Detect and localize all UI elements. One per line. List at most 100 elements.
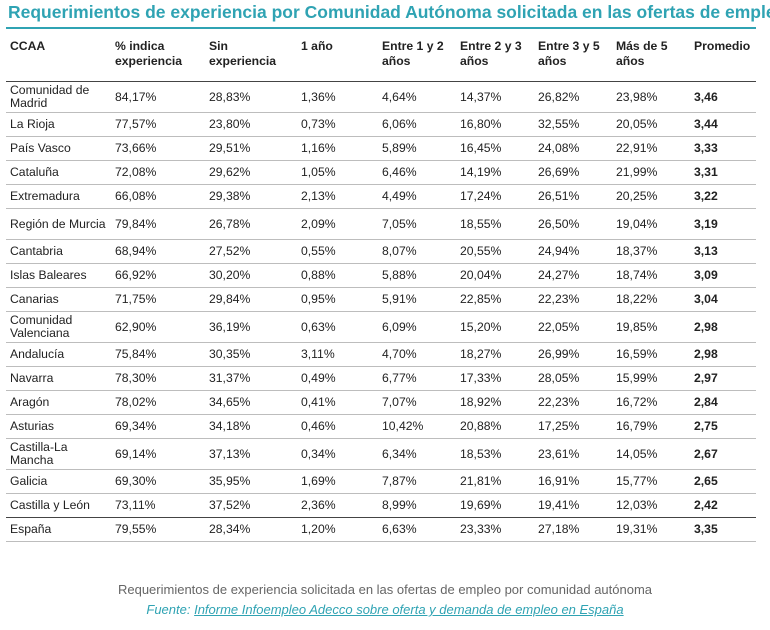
value-cell: 28,83% — [205, 81, 297, 113]
value-cell: 69,34% — [111, 414, 205, 439]
value-cell: 29,51% — [205, 136, 297, 161]
value-cell: 20,55% — [456, 239, 534, 264]
value-cell: 8,99% — [378, 493, 456, 518]
value-cell: 16,59% — [612, 342, 690, 367]
value-cell: 6,63% — [378, 517, 456, 542]
region-cell: Cataluña — [6, 160, 111, 185]
value-cell: 73,11% — [111, 493, 205, 518]
value-cell: 7,05% — [378, 208, 456, 240]
average-cell: 3,35 — [690, 517, 756, 542]
value-cell: 16,79% — [612, 414, 690, 439]
value-cell: 27,18% — [534, 517, 612, 542]
value-cell: 28,34% — [205, 517, 297, 542]
table-row: Castilla-La Mancha 69,14% 37,13% 0,34% 6,34%… — [6, 438, 756, 470]
value-cell: 5,89% — [378, 136, 456, 161]
value-cell: 29,38% — [205, 184, 297, 209]
value-cell: 18,53% — [456, 438, 534, 470]
col-header-2-3-anos: Entre 2 y 3 años — [456, 33, 534, 82]
source-link[interactable]: Informe Infoempleo Adecco sobre oferta y… — [194, 602, 624, 617]
value-cell: 78,02% — [111, 390, 205, 415]
value-cell: 21,99% — [612, 160, 690, 185]
region-cell: Aragón — [6, 390, 111, 415]
value-cell: 23,98% — [612, 81, 690, 113]
average-cell: 3,19 — [690, 208, 756, 240]
table-body: Comunidad de Madrid 84,17% 28,83% 1,36% 4,64… — [6, 81, 756, 542]
table-row: Extremadura 66,08% 29,38% 2,13% 4,49% 17,24% 2… — [6, 184, 756, 209]
value-cell: 1,69% — [297, 469, 378, 494]
value-cell: 1,16% — [297, 136, 378, 161]
value-cell: 16,80% — [456, 112, 534, 137]
value-cell: 84,17% — [111, 81, 205, 113]
value-cell: 15,77% — [612, 469, 690, 494]
value-cell: 32,55% — [534, 112, 612, 137]
region-cell: Andalucía — [6, 342, 111, 367]
value-cell: 24,08% — [534, 136, 612, 161]
value-cell: 26,99% — [534, 342, 612, 367]
value-cell: 20,04% — [456, 263, 534, 288]
value-cell: 17,25% — [534, 414, 612, 439]
average-cell: 3,09 — [690, 263, 756, 288]
value-cell: 77,57% — [111, 112, 205, 137]
region-cell: Islas Baleares — [6, 263, 111, 288]
region-cell: Comunidad Valenciana — [6, 311, 111, 343]
value-cell: 2,13% — [297, 184, 378, 209]
table-row: Asturias 69,34% 34,18% 0,46% 10,42% 20,88% 17,… — [6, 414, 756, 439]
value-cell: 16,45% — [456, 136, 534, 161]
region-cell: Castilla-La Mancha — [6, 438, 111, 470]
total-row: España 79,55% 28,34% 1,20% 6,63% 23,33% 27,18%… — [6, 517, 756, 542]
col-header-mas-5-anos: Más de 5 años — [612, 33, 690, 82]
value-cell: 6,46% — [378, 160, 456, 185]
value-cell: 14,37% — [456, 81, 534, 113]
value-cell: 2,09% — [297, 208, 378, 240]
value-cell: 19,04% — [612, 208, 690, 240]
table-row: Galicia 69,30% 35,95% 1,69% 7,87% 21,81% 16,91… — [6, 469, 756, 494]
header-row: CCAA % indica experiencia Sin experienci… — [6, 33, 756, 82]
value-cell: 19,69% — [456, 493, 534, 518]
value-cell: 66,92% — [111, 263, 205, 288]
value-cell: 34,18% — [205, 414, 297, 439]
value-cell: 16,91% — [534, 469, 612, 494]
value-cell: 0,46% — [297, 414, 378, 439]
value-cell: 6,34% — [378, 438, 456, 470]
value-cell: 4,49% — [378, 184, 456, 209]
value-cell: 19,31% — [612, 517, 690, 542]
value-cell: 78,30% — [111, 366, 205, 391]
average-cell: 3,46 — [690, 81, 756, 113]
value-cell: 37,13% — [205, 438, 297, 470]
value-cell: 0,88% — [297, 263, 378, 288]
value-cell: 7,07% — [378, 390, 456, 415]
value-cell: 0,95% — [297, 287, 378, 312]
value-cell: 15,20% — [456, 311, 534, 343]
value-cell: 27,52% — [205, 239, 297, 264]
table-row: Cataluña 72,08% 29,62% 1,05% 6,46% 14,19% 26,6… — [6, 160, 756, 185]
region-cell: País Vasco — [6, 136, 111, 161]
value-cell: 62,90% — [111, 311, 205, 343]
value-cell: 26,69% — [534, 160, 612, 185]
table-row: Aragón 78,02% 34,65% 0,41% 7,07% 18,92% 22,23%… — [6, 390, 756, 415]
value-cell: 73,66% — [111, 136, 205, 161]
value-cell: 22,05% — [534, 311, 612, 343]
value-cell: 8,07% — [378, 239, 456, 264]
table-row: Andalucía 75,84% 30,35% 3,11% 4,70% 18,27% 26,… — [6, 342, 756, 367]
value-cell: 69,30% — [111, 469, 205, 494]
value-cell: 17,24% — [456, 184, 534, 209]
total-label-cell: España — [6, 517, 111, 542]
value-cell: 20,05% — [612, 112, 690, 137]
value-cell: 6,09% — [378, 311, 456, 343]
table-row: Comunidad de Madrid 84,17% 28,83% 1,36% 4,64… — [6, 81, 756, 113]
value-cell: 23,33% — [456, 517, 534, 542]
region-cell: Canarias — [6, 287, 111, 312]
region-cell: Asturias — [6, 414, 111, 439]
value-cell: 28,05% — [534, 366, 612, 391]
value-cell: 79,84% — [111, 208, 205, 240]
value-cell: 31,37% — [205, 366, 297, 391]
value-cell: 0,34% — [297, 438, 378, 470]
source-prefix: Fuente: — [146, 602, 191, 617]
value-cell: 30,35% — [205, 342, 297, 367]
value-cell: 35,95% — [205, 469, 297, 494]
col-header-1-2-anos: Entre 1 y 2 años — [378, 33, 456, 82]
value-cell: 19,85% — [612, 311, 690, 343]
average-cell: 3,13 — [690, 239, 756, 264]
region-cell: Navarra — [6, 366, 111, 391]
value-cell: 16,72% — [612, 390, 690, 415]
